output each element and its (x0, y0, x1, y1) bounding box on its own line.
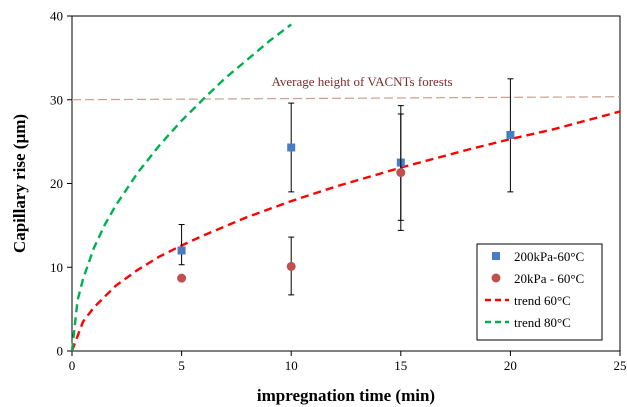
series-line-3 (70, 23, 292, 352)
plot-area: 0 5 10 15 20 25 0 10 20 30 40 impregnation time (mi… (10, 9, 627, 406)
data-point-circle (396, 168, 406, 178)
y-tick-label: 20 (50, 176, 63, 191)
reference-line (71, 96, 621, 101)
y-tick-label: 10 (50, 260, 63, 275)
legend-label-0: 200kPa-60°C (514, 249, 584, 264)
reference-line-label: Average height of VACNTs forests (271, 74, 452, 89)
y-tick-label: 40 (50, 9, 63, 24)
x-axis-title: impregnation time (min) (257, 386, 435, 405)
x-tick-label: 20 (504, 358, 517, 373)
y-axis-title: Capillary rise (µm) (10, 114, 29, 253)
legend-label-1: 20kPa - 60°C (514, 271, 584, 286)
legend-marker-1 (491, 273, 501, 283)
data-point-circle (177, 273, 187, 283)
legend-marker-0 (492, 252, 500, 260)
x-tick-label: 10 (285, 358, 298, 373)
data-point-square (177, 246, 186, 255)
y-tick-label: 0 (57, 344, 64, 359)
legend-label-3: trend 80°C (514, 315, 571, 330)
data-point-square (287, 143, 296, 152)
x-tick-label: 25 (614, 358, 627, 373)
series-line-2 (70, 110, 621, 352)
x-tick-label: 5 (178, 358, 185, 373)
legend-label-2: trend 60°C (514, 293, 571, 308)
x-tick-label: 15 (394, 358, 407, 373)
y-tick-label: 30 (50, 92, 63, 107)
data-point-square (506, 130, 515, 139)
data-point-circle (286, 261, 296, 271)
x-tick-label: 0 (69, 358, 76, 373)
